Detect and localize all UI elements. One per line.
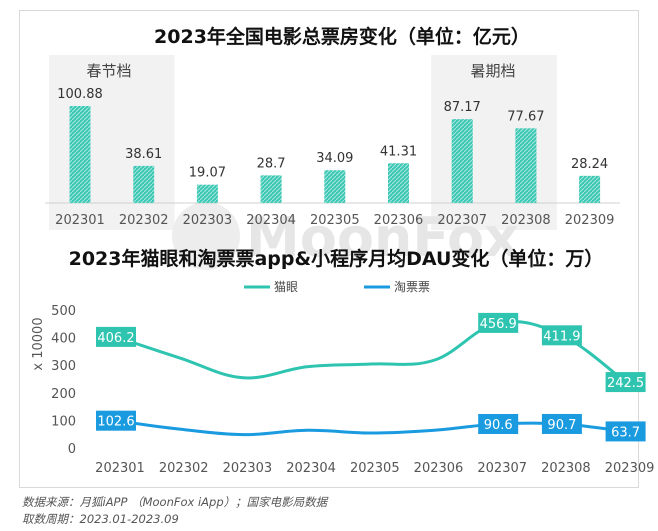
data-label: 102.6 bbox=[96, 410, 136, 431]
bar bbox=[196, 184, 218, 203]
data-label: 456.9 bbox=[478, 312, 519, 333]
line-x-tick-label: 202305 bbox=[350, 461, 400, 476]
line-x-tick-label: 202302 bbox=[159, 461, 209, 476]
line-chart-title: 2023年猫眼和淘票票app&小程序月均DAU变化（单位：万） bbox=[69, 247, 604, 270]
line-x-tick-label: 202306 bbox=[414, 461, 464, 476]
data-label-text: 411.9 bbox=[543, 329, 580, 344]
highlight-region-1 bbox=[431, 55, 557, 230]
line-x-tick-label: 202304 bbox=[286, 461, 336, 476]
line-x-tick-label: 202301 bbox=[95, 461, 145, 476]
bar-value-label: 38.61 bbox=[125, 147, 162, 162]
bar-value-label: 28.24 bbox=[571, 157, 608, 172]
data-label: 90.7 bbox=[541, 413, 582, 434]
bar-x-tick-label: 202304 bbox=[246, 213, 296, 228]
data-label-box bbox=[478, 312, 519, 333]
data-label-text: 242.5 bbox=[607, 376, 644, 391]
y-tick-label: 500 bbox=[51, 304, 76, 319]
bar bbox=[260, 175, 282, 203]
data-label-box bbox=[541, 413, 582, 434]
legend-label: 淘票票 bbox=[394, 280, 430, 294]
footer-source: 数据来源：月狐iAPP （MoonFox iApp）；国家电影局数据 bbox=[22, 495, 328, 509]
bar-value-label: 19.07 bbox=[189, 166, 226, 181]
line-x-tick-label: 202308 bbox=[541, 461, 591, 476]
data-label-text: 90.7 bbox=[547, 418, 576, 433]
data-label-text: 102.6 bbox=[97, 415, 134, 430]
bar-value-label: 100.88 bbox=[57, 87, 103, 102]
bar-x-tick-label: 202307 bbox=[437, 213, 487, 228]
bar-value-label: 28.7 bbox=[257, 156, 286, 171]
bar-value-label: 34.09 bbox=[316, 151, 353, 166]
data-label-text: 406.2 bbox=[97, 331, 134, 346]
data-label: 411.9 bbox=[541, 325, 582, 346]
bar bbox=[451, 119, 473, 203]
bar bbox=[515, 128, 537, 203]
line-x-tick-label: 202307 bbox=[477, 461, 527, 476]
data-label-box bbox=[96, 326, 136, 347]
watermark: MoonFox bbox=[172, 202, 519, 270]
y-tick-label: 400 bbox=[51, 332, 76, 347]
bar-x-tick-label: 202305 bbox=[310, 213, 360, 228]
footer-period: 取数周期：2023.01-2023.09 bbox=[22, 512, 179, 526]
data-label-box bbox=[605, 372, 646, 393]
watermark-text: MoonFox bbox=[246, 206, 519, 269]
legend-label: 猫眼 bbox=[274, 280, 298, 294]
bar bbox=[324, 170, 346, 203]
bar-x-tick-label: 202302 bbox=[119, 213, 169, 228]
y-tick-label: 100 bbox=[51, 414, 76, 429]
bar-chart-title: 2023年全国电影总票房变化（单位：亿元） bbox=[154, 25, 530, 48]
bar bbox=[388, 163, 409, 203]
bar-x-tick-label: 202303 bbox=[183, 213, 233, 228]
data-label-text: 63.7 bbox=[611, 425, 640, 440]
period-annotation: 暑期档 bbox=[470, 62, 515, 80]
data-label-box bbox=[605, 421, 646, 442]
period-annotation: 春节档 bbox=[86, 62, 131, 80]
data-label-box bbox=[96, 410, 136, 431]
bar-x-tick-label: 202301 bbox=[55, 213, 105, 228]
y-tick-label: 300 bbox=[51, 359, 76, 374]
highlight-region-0 bbox=[49, 55, 175, 230]
bar bbox=[69, 106, 91, 203]
line-y-axis-label: x 10000 bbox=[31, 317, 46, 370]
data-label-box bbox=[541, 325, 582, 346]
data-label: 242.5 bbox=[605, 372, 646, 393]
y-tick-label: 200 bbox=[51, 387, 76, 402]
data-label: 90.6 bbox=[478, 413, 519, 434]
bar bbox=[133, 165, 155, 203]
data-label: 63.7 bbox=[605, 421, 646, 442]
bar-x-tick-label: 202308 bbox=[501, 213, 551, 228]
data-label-text: 456.9 bbox=[480, 317, 517, 332]
bar-x-tick-label: 202306 bbox=[374, 213, 424, 228]
bar bbox=[579, 175, 601, 203]
bar-value-label: 41.31 bbox=[380, 144, 417, 159]
bar-value-label: 77.67 bbox=[507, 109, 544, 124]
line-x-tick-label: 202309 bbox=[605, 461, 655, 476]
data-label-text: 90.6 bbox=[484, 418, 513, 433]
line-x-tick-label: 202303 bbox=[223, 461, 273, 476]
data-label-box bbox=[478, 413, 519, 434]
data-label: 406.2 bbox=[96, 326, 136, 347]
bar-value-label: 87.17 bbox=[444, 100, 481, 115]
y-tick-label: 0 bbox=[68, 442, 76, 457]
bar-x-tick-label: 202309 bbox=[565, 213, 615, 228]
